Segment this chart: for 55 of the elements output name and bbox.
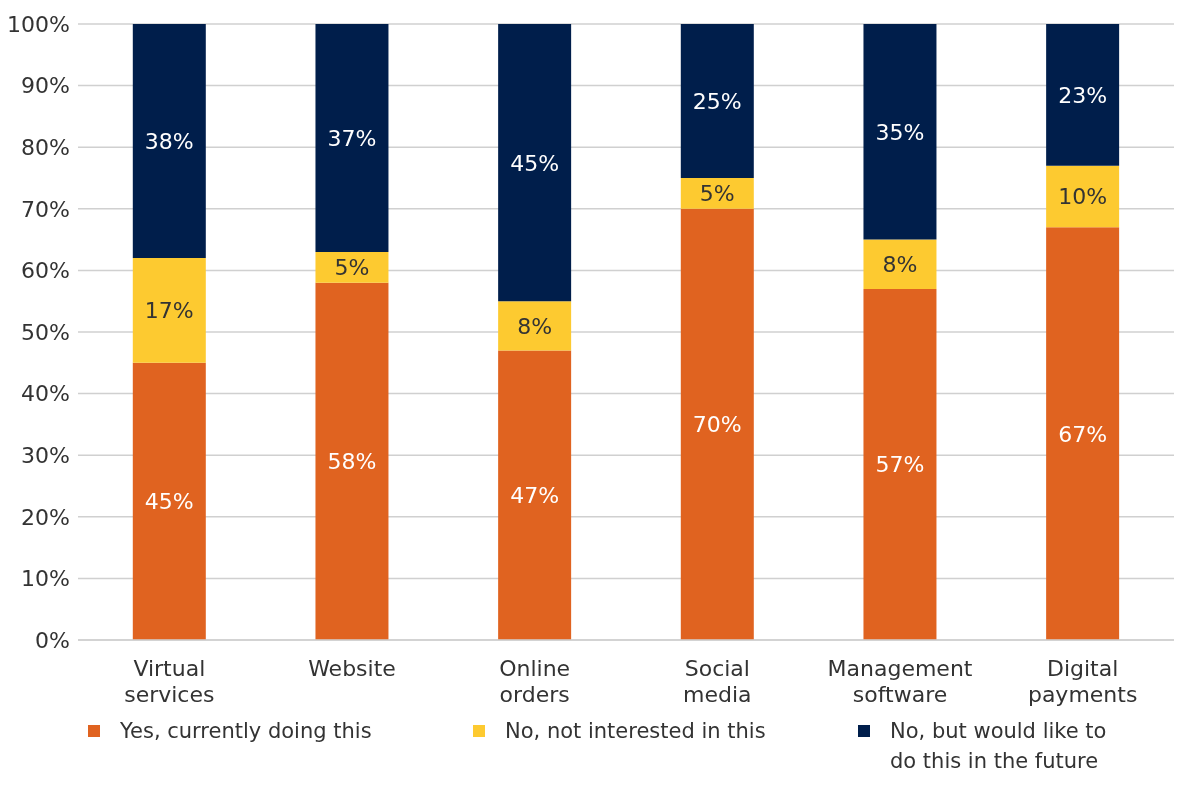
y-tick-label: 30% (21, 443, 70, 469)
legend-label: No, not interested in this (505, 718, 766, 745)
data-label: 23% (1058, 82, 1108, 108)
data-label: 5% (334, 255, 370, 281)
data-label: 5% (699, 181, 735, 207)
data-label: 67% (1058, 421, 1108, 447)
bar (132, 362, 206, 640)
y-tick-label: 40% (21, 381, 70, 407)
legend-label: Yes, currently doing this (120, 718, 372, 745)
bar (863, 239, 937, 289)
data-label: 8% (517, 313, 553, 339)
data-label: 38% (144, 129, 194, 155)
data-label: 17% (144, 298, 194, 324)
y-tick-label: 0% (35, 627, 70, 653)
bar (315, 282, 389, 640)
bar (315, 24, 389, 252)
bar (132, 24, 206, 259)
x-tick-label: Social media (683, 656, 752, 707)
data-label: 70% (692, 412, 742, 438)
y-tick-label: 100% (7, 11, 70, 37)
data-label: 47% (510, 483, 560, 509)
bar (1046, 165, 1120, 228)
bar (680, 178, 754, 209)
y-tick-label: 80% (21, 135, 70, 161)
data-label: 8% (882, 252, 918, 278)
bar (680, 208, 754, 640)
x-tick-label: Management software (827, 656, 973, 707)
bar (863, 24, 937, 240)
x-tick-label: Website (308, 656, 396, 681)
data-label: 35% (875, 119, 925, 145)
y-tick-label: 90% (21, 73, 70, 99)
y-tick-label: 60% (21, 258, 70, 284)
data-label: 37% (327, 125, 377, 151)
data-label: 45% (144, 489, 194, 515)
data-label: 25% (692, 89, 742, 114)
bar (498, 350, 572, 640)
x-tick-label: Virtual services (124, 656, 215, 707)
bar (680, 24, 754, 178)
y-tick-label: 10% (21, 566, 70, 592)
data-label: 57% (875, 452, 925, 478)
y-tick-label: 50% (21, 319, 70, 345)
x-tick-label: Digital payments (1027, 656, 1138, 707)
bar (498, 24, 572, 302)
y-tick-label: 70% (21, 196, 70, 222)
bar (1046, 24, 1120, 166)
x-tick-label: Online orders (499, 656, 571, 707)
legend-label: No, but would like to do this in the future (890, 718, 1108, 775)
data-label: 10% (1058, 184, 1108, 210)
y-tick-label: 20% (21, 504, 70, 530)
bar (1046, 227, 1120, 640)
data-label: 58% (327, 449, 377, 475)
bar (863, 288, 937, 640)
bar (132, 258, 206, 363)
bar (498, 301, 572, 351)
data-label: 45% (510, 150, 560, 176)
